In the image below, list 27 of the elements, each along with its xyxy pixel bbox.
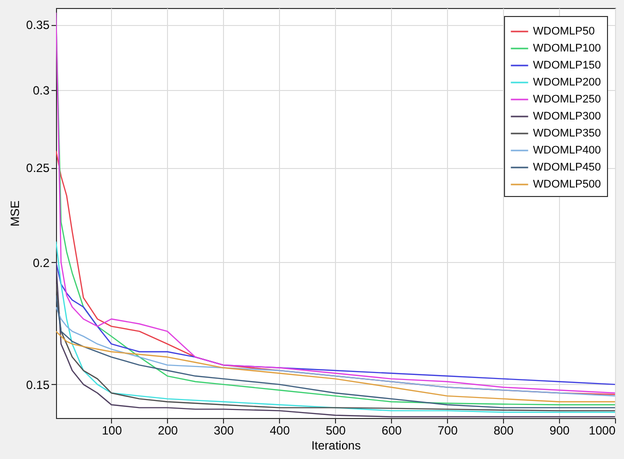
y-axis-title: MSE: [8, 200, 22, 227]
x-tick-label: 200: [158, 424, 178, 438]
y-tick-label: 0.15: [26, 378, 50, 392]
x-tick-label: 600: [382, 424, 402, 438]
legend-label: WDOMLP200: [533, 76, 601, 88]
x-tick-label: 800: [494, 424, 514, 438]
legend-label: WDOMLP400: [533, 144, 601, 156]
y-tick-label: 0.35: [26, 18, 50, 32]
legend-label: WDOMLP100: [533, 42, 601, 54]
legend-label: WDOMLP350: [533, 128, 601, 140]
y-tick-label: 0.25: [26, 161, 50, 176]
y-tick-label: 0.3: [32, 84, 50, 98]
x-tick-label: 400: [270, 424, 290, 438]
legend-label: WDOMLP300: [533, 110, 601, 122]
legend-label: WDOMLP250: [533, 94, 601, 106]
legend-label: WDOMLP450: [533, 162, 601, 174]
legend-label: WDOMLP50: [533, 26, 595, 38]
x-tick-label: 1000: [588, 424, 616, 438]
legend-label: WDOMLP500: [533, 178, 601, 190]
x-axis-title: Iterations: [311, 438, 361, 452]
legend-label: WDOMLP150: [533, 60, 601, 72]
x-tick-label: 900: [550, 424, 570, 438]
x-tick-label: 300: [214, 424, 234, 438]
y-tick-label: 0.2: [32, 256, 50, 270]
x-tick-label: 700: [438, 424, 458, 438]
x-tick-label: 500: [326, 424, 346, 438]
x-tick-label: 100: [102, 424, 122, 438]
